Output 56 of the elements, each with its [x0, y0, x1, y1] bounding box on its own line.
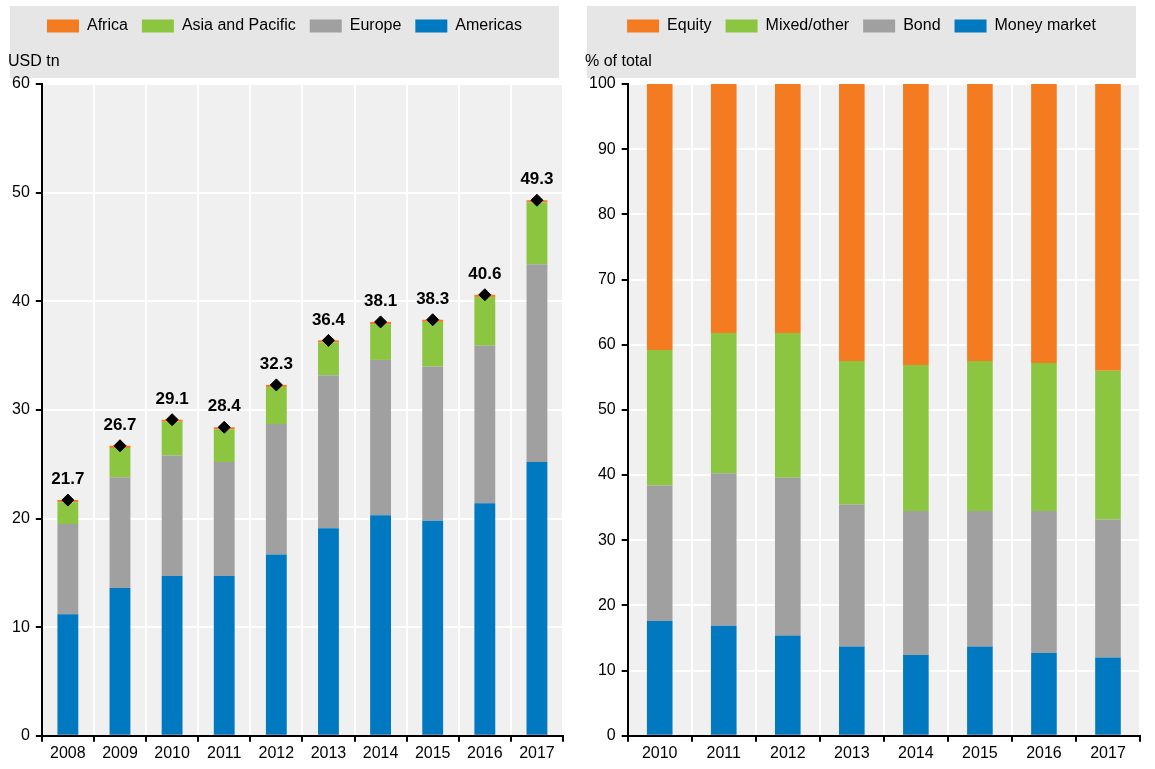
x-tick-label: 2009 [102, 743, 138, 761]
x-tick-label: 2011 [706, 743, 742, 761]
legend-label: Equity [667, 16, 712, 34]
legend-label: Money market [994, 16, 1097, 34]
y-tick-label: 60 [12, 74, 30, 92]
data-label: 29.1 [155, 388, 189, 408]
y-tick-label: 60 [597, 335, 616, 353]
data-label: 32.3 [259, 354, 293, 374]
y-tick-label: 50 [597, 400, 616, 418]
x-tick-label: 2016 [467, 743, 503, 761]
y-tick-label: 90 [597, 139, 616, 157]
y-tick-label: 30 [597, 530, 616, 548]
legend-label: Africa [87, 16, 128, 34]
y-tick-label: 10 [597, 661, 616, 679]
y-tick-label: 70 [597, 269, 616, 287]
data-label: 49.3 [520, 169, 554, 189]
data-label: 26.7 [103, 414, 137, 434]
x-tick-label: 2014 [362, 743, 399, 761]
y-axis-title: % of total [585, 52, 652, 70]
legend-label: Europe [349, 16, 402, 34]
x-tick-label: 2015 [962, 743, 998, 761]
x-tick-label: 2011 [207, 743, 242, 761]
y-tick-label: 40 [597, 465, 616, 483]
y-tick-label: 20 [12, 508, 30, 526]
legend-label: Asia and Pacific [181, 16, 296, 34]
y-axis-title: USD tn [8, 52, 60, 70]
x-tick-label: 2017 [1090, 743, 1126, 761]
x-tick-label: 2015 [414, 743, 451, 761]
x-tick-label: 2012 [769, 743, 806, 761]
x-tick-label: 2013 [310, 743, 347, 761]
y-tick-label: 100 [588, 74, 616, 92]
y-tick-label: 40 [12, 291, 30, 309]
y-tick-label: 50 [12, 183, 30, 201]
y-tick-label: 80 [597, 204, 616, 222]
x-tick-label: 2017 [519, 743, 555, 761]
x-tick-label: 2012 [258, 743, 295, 761]
y-tick-label: 10 [12, 617, 30, 635]
data-label: 40.6 [468, 263, 502, 283]
x-tick-label: 2010 [641, 743, 678, 761]
data-label: 36.4 [311, 309, 346, 329]
y-tick-label: 20 [597, 595, 616, 613]
y-tick-label: 0 [606, 726, 616, 744]
x-tick-label: 2010 [154, 743, 190, 761]
y-tick-label: 0 [20, 726, 30, 744]
x-tick-label: 2013 [834, 743, 870, 761]
data-label: 28.4 [207, 396, 242, 416]
x-tick-label: 2016 [1026, 743, 1062, 761]
data-label: 38.3 [416, 288, 450, 308]
data-label: 21.7 [51, 469, 85, 489]
legend-label: Mixed/other [765, 16, 850, 34]
x-tick-label: 2008 [50, 743, 86, 761]
legend-label: Americas [455, 16, 523, 34]
legend-label: Bond [903, 16, 941, 34]
y-tick-label: 30 [12, 400, 30, 418]
x-tick-label: 2014 [898, 743, 934, 761]
data-label: 38.1 [364, 291, 398, 311]
